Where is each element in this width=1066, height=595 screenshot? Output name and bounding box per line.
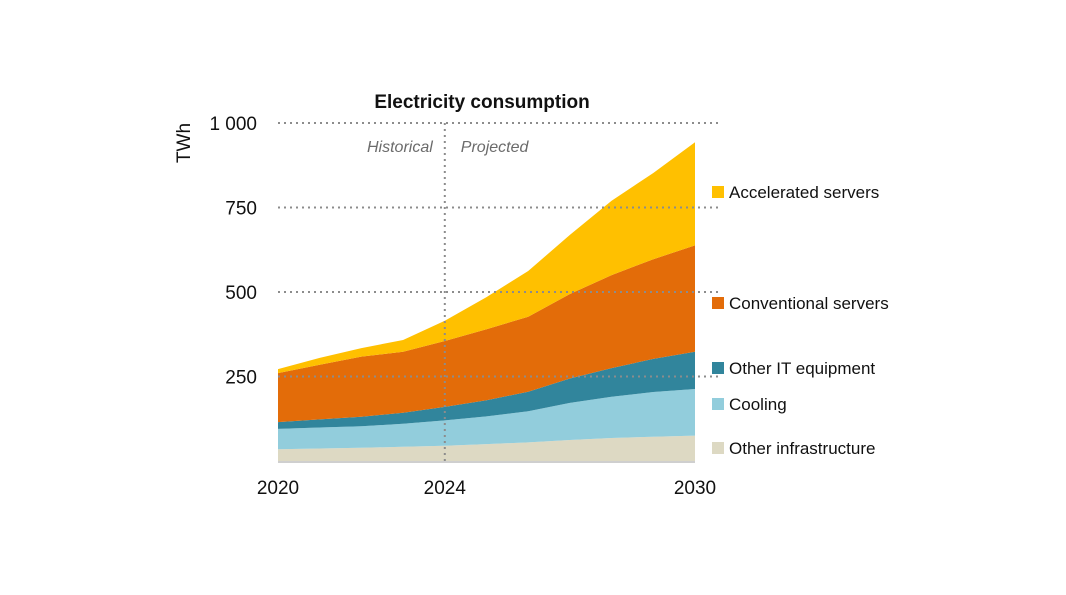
y-tick-500: 500	[225, 283, 257, 304]
legend-swatch-conventional-servers	[712, 297, 724, 309]
y-tick-250: 250	[225, 368, 257, 389]
legend-label-conventional-servers: Conventional servers	[729, 294, 889, 313]
x-tick-2020: 2020	[257, 478, 299, 499]
y-tick-labels: 250 500 750 1 000	[209, 114, 257, 389]
legend-item-conventional-servers: Conventional servers	[712, 294, 889, 313]
legend-item-cooling: Cooling	[712, 395, 787, 414]
area-conventional-servers	[278, 245, 695, 423]
legend-label-other-infrastructure: Other infrastructure	[729, 439, 875, 458]
area-accelerated-servers	[278, 142, 695, 374]
historical-label: Historical	[367, 139, 433, 156]
gridlines	[278, 122, 718, 378]
x-tick-labels: 2020 2024 2030	[257, 478, 716, 499]
legend-item-other-it-equipment: Other IT equipment	[712, 359, 875, 378]
legend-label-cooling: Cooling	[729, 395, 787, 414]
legend-item-other-infrastructure: Other infrastructure	[712, 439, 875, 458]
y-tick-1000: 1 000	[209, 114, 257, 135]
x-tick-2024: 2024	[424, 478, 467, 499]
legend-swatch-other-it-equipment	[712, 362, 724, 374]
area-other-it-equipment	[278, 351, 695, 429]
y-axis-label: TWh	[174, 123, 195, 163]
area-series-group	[278, 142, 695, 461]
y-tick-750: 750	[225, 199, 257, 220]
legend-item-accelerated-servers: Accelerated servers	[712, 183, 879, 202]
legend-label-accelerated-servers: Accelerated servers	[729, 183, 879, 202]
projected-label: Projected	[461, 139, 530, 156]
chart-title: Electricity consumption	[374, 92, 589, 113]
area-cooling	[278, 389, 695, 450]
legend-swatch-accelerated-servers	[712, 186, 724, 198]
x-tick-2030: 2030	[674, 478, 716, 499]
legend-swatch-other-infrastructure	[712, 442, 724, 454]
legend: Other infrastructure Cooling Other IT equi…	[712, 183, 889, 458]
legend-label-other-it-equipment: Other IT equipment	[729, 359, 875, 378]
area-other-infrastructure	[278, 435, 695, 461]
legend-swatch-cooling	[712, 398, 724, 410]
